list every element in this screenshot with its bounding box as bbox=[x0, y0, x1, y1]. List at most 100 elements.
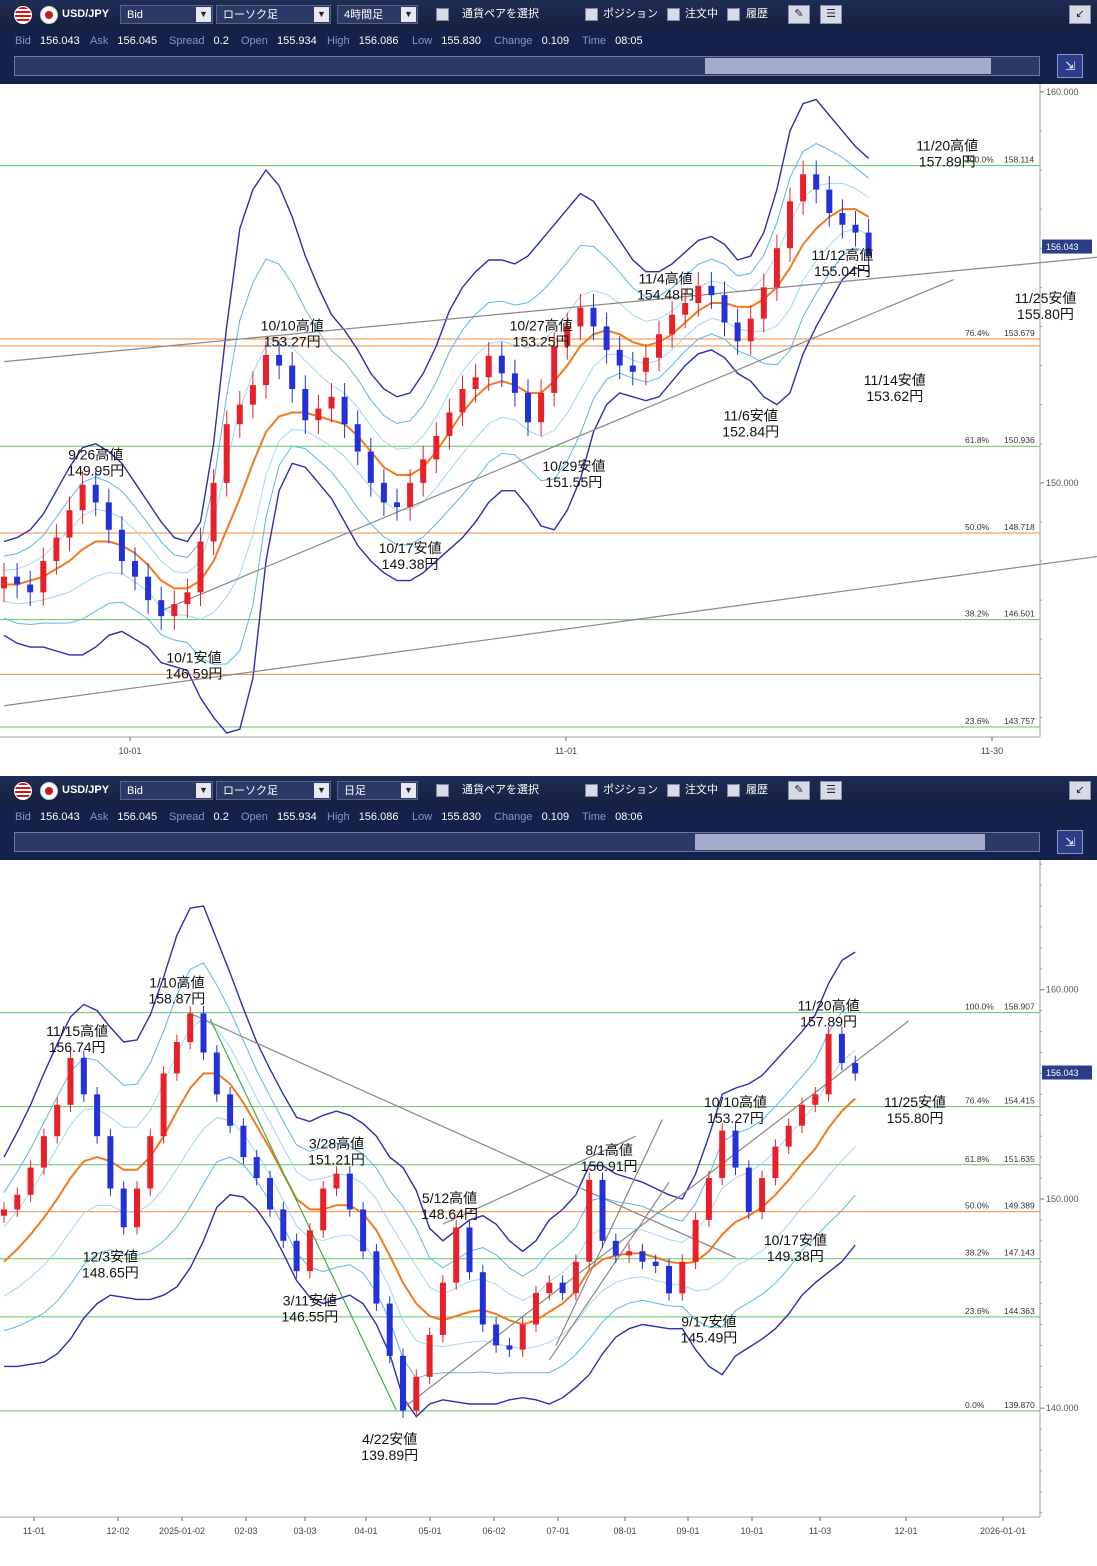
candle-body bbox=[626, 1251, 633, 1256]
info-high: High 156.086 bbox=[327, 34, 398, 48]
candle-body bbox=[373, 1251, 380, 1304]
candle-body bbox=[66, 510, 73, 538]
info-change: Change 0.109 bbox=[494, 810, 569, 824]
info-high-value: 156.086 bbox=[358, 35, 399, 47]
candle-body bbox=[590, 307, 597, 327]
candle-body bbox=[320, 1188, 327, 1231]
info-low-label: Low bbox=[412, 35, 433, 47]
pair-select-label[interactable]: 通貨ペアを選択 bbox=[462, 8, 539, 20]
zoom-fit-icon[interactable]: ⇲ bbox=[1057, 54, 1083, 78]
bollinger-lower-band bbox=[3, 267, 869, 734]
info-ask-value: 156.045 bbox=[117, 811, 158, 823]
y-tick-label: 160.000 bbox=[1046, 87, 1079, 97]
info-low: Low 155.830 bbox=[412, 810, 481, 824]
candle-body bbox=[306, 1230, 313, 1272]
pair-select-checkbox[interactable] bbox=[436, 784, 449, 797]
navigator-thumb[interactable] bbox=[705, 58, 991, 74]
fib-value-label: 143.757 bbox=[1004, 716, 1035, 726]
chevron-down-icon: ▼ bbox=[401, 7, 416, 22]
info-low: Low 155.830 bbox=[412, 34, 481, 48]
us-flag-icon bbox=[14, 6, 32, 24]
collapse-arrow-icon[interactable]: ↙ bbox=[1069, 5, 1091, 24]
info-time-value: 08:05 bbox=[615, 35, 643, 47]
annotation-value: 154.48円 bbox=[637, 286, 694, 302]
price-info-bar: Bid 156.043 Ask 156.045 Spread 0.2 Open … bbox=[0, 30, 1097, 52]
annotation-value: 156.74円 bbox=[49, 1039, 106, 1055]
position-label: ポジション bbox=[603, 8, 658, 20]
inner-band-line bbox=[3, 247, 869, 665]
candle-body bbox=[759, 1178, 766, 1212]
history-checkbox[interactable] bbox=[727, 8, 740, 21]
inner-band-line bbox=[3, 962, 856, 1277]
price-chart-4h[interactable]: 160.000 150.000 10-01 11-01 11-30 100.0% 158.1… bbox=[0, 84, 1097, 775]
annotation-value: 145.49円 bbox=[680, 1330, 737, 1346]
y-axis-panel bbox=[1040, 84, 1097, 775]
annotation-value: 149.38円 bbox=[767, 1248, 824, 1264]
price-type-select[interactable]: Bid ▼ bbox=[120, 5, 213, 24]
candle-body bbox=[407, 482, 414, 508]
timeframe-select[interactable]: 4時間足 ▼ bbox=[337, 5, 418, 24]
candle-body bbox=[773, 248, 780, 288]
x-tick-label: 03-03 bbox=[293, 1526, 316, 1536]
current-price-marker bbox=[1042, 1065, 1092, 1080]
candle-body bbox=[171, 604, 178, 617]
y-tick-label: 150.000 bbox=[1046, 1194, 1079, 1204]
candle-body bbox=[94, 1094, 101, 1137]
annotation-label: 3/11安値 bbox=[283, 1293, 337, 1309]
plot-area: 160.000 150.000 10-01 11-01 11-30 100.0% 158.1… bbox=[0, 84, 1097, 775]
orders-checkbox[interactable] bbox=[667, 784, 680, 797]
chart-settings-icon[interactable]: ✎ bbox=[788, 781, 810, 800]
candle-body bbox=[599, 1179, 606, 1241]
history-checkbox[interactable] bbox=[727, 784, 740, 797]
candle-body bbox=[367, 451, 374, 483]
candle-body bbox=[519, 1324, 526, 1350]
info-ask-label: Ask bbox=[90, 35, 109, 47]
orders-checkbox[interactable] bbox=[667, 8, 680, 21]
info-low-value: 155.830 bbox=[441, 811, 482, 823]
annotation-value: 158.87円 bbox=[148, 991, 205, 1007]
pair-select-label[interactable]: 通貨ペアを選択 bbox=[462, 784, 539, 796]
candle-body bbox=[1, 576, 7, 589]
indicator-list-icon[interactable]: ☰ bbox=[820, 5, 842, 24]
fib-value-label: 153.679 bbox=[1004, 328, 1035, 338]
chart-panel-daily: USD/JPY Bid ▼ ローソク足 ▼ 日足 ▼ 通貨ペアを選択 ポジション 注文… bbox=[0, 776, 1097, 1561]
chart-type-select[interactable]: ローソク足 ▼ bbox=[216, 781, 331, 800]
annotation-label: 4/22安値 bbox=[362, 1431, 417, 1447]
candle-body bbox=[145, 576, 152, 601]
candle-body bbox=[799, 1104, 805, 1126]
pair-select-checkbox[interactable] bbox=[436, 8, 449, 21]
x-tick-label: 2025-01-02 bbox=[159, 1526, 205, 1536]
fib-value-label: 147.143 bbox=[1004, 1248, 1035, 1258]
price-chart-daily[interactable]: 160.000 150.000 140.000 11-01 12-02 2025-01-0… bbox=[0, 860, 1097, 1561]
x-tick-label: 09-01 bbox=[676, 1526, 699, 1536]
candle-body bbox=[380, 482, 387, 503]
navigator-scroller[interactable] bbox=[14, 56, 1040, 76]
annotation-label: 11/6安値 bbox=[724, 407, 778, 423]
info-high-value: 156.086 bbox=[358, 811, 399, 823]
chart-type-select[interactable]: ローソク足 ▼ bbox=[216, 5, 331, 24]
fib-pct-label: 23.6% bbox=[965, 716, 990, 726]
fib-pct-label: 100.0% bbox=[965, 155, 994, 165]
candle-body bbox=[459, 388, 466, 413]
price-type-select[interactable]: Bid ▼ bbox=[120, 781, 213, 800]
candle-body bbox=[315, 408, 322, 421]
position-checkbox[interactable] bbox=[585, 784, 598, 797]
candle-body bbox=[236, 404, 243, 425]
navigator-scroller[interactable] bbox=[14, 832, 1040, 852]
candle-body bbox=[160, 1073, 167, 1137]
toolbar: USD/JPY Bid ▼ ローソク足 ▼ 4時間足 ▼ 通貨ペアを選択 ポジション … bbox=[0, 0, 1097, 30]
chart-settings-icon[interactable]: ✎ bbox=[788, 5, 810, 24]
annotation-value: 155.04円 bbox=[814, 263, 871, 279]
collapse-arrow-icon[interactable]: ↙ bbox=[1069, 781, 1091, 800]
x-tick-label: 08-01 bbox=[613, 1526, 636, 1536]
candle-body bbox=[852, 1062, 859, 1074]
candle-body bbox=[564, 326, 571, 346]
zoom-fit-icon[interactable]: ⇲ bbox=[1057, 830, 1083, 854]
navigator-thumb[interactable] bbox=[695, 834, 985, 850]
timeframe-select[interactable]: 日足 ▼ bbox=[337, 781, 418, 800]
navigator-bar: ⇲ bbox=[0, 828, 1097, 860]
candle-body bbox=[679, 1261, 686, 1294]
trendline bbox=[442, 1135, 636, 1225]
indicator-list-icon[interactable]: ☰ bbox=[820, 781, 842, 800]
position-checkbox[interactable] bbox=[585, 8, 598, 21]
